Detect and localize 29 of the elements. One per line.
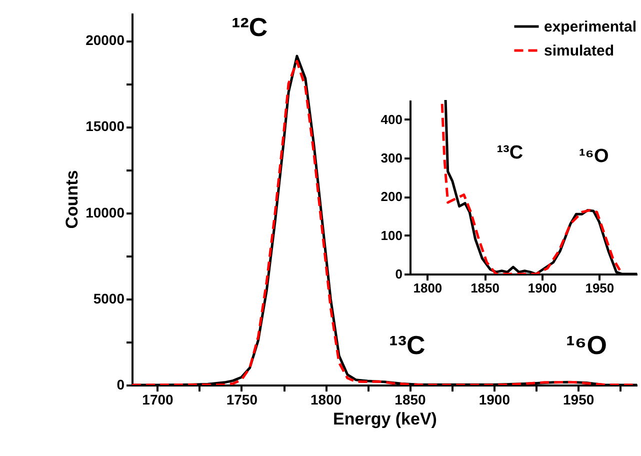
y-tick-label: 0: [395, 266, 402, 282]
y-tick-label: 200: [380, 189, 402, 204]
x-tick-label: 1950: [563, 392, 594, 408]
annotation: ¹³C: [496, 142, 524, 164]
x-tick-label: 1850: [470, 280, 500, 296]
x-tick-label: 1800: [413, 280, 442, 296]
legend-label: experimental: [544, 18, 637, 36]
x-tick-label: 1900: [528, 280, 557, 296]
x-tick-label: 1950: [585, 280, 614, 296]
legend-label: simulated: [544, 42, 614, 60]
y-tick-label: 300: [380, 150, 402, 166]
y-tick-label: 400: [380, 112, 402, 127]
y-tick-label: 100: [380, 228, 402, 243]
annotation: ¹²C: [232, 12, 268, 42]
annotation: ¹³C: [389, 330, 426, 360]
x-tick-label: 1700: [142, 392, 174, 408]
annotation: ¹⁶O: [578, 146, 609, 168]
y-tick-label: 20000: [86, 32, 125, 48]
x-tick-label: 1800: [310, 392, 342, 408]
y-tick-label: 0: [116, 376, 125, 392]
x-tick-label: 1850: [394, 392, 426, 408]
y-axis-title: Counts: [62, 170, 82, 229]
x-axis-title: Energy (keV): [333, 410, 437, 428]
x-tick-label: 1900: [478, 392, 510, 408]
y-tick-label: 10000: [86, 204, 125, 220]
annotation: ¹⁶O: [566, 330, 607, 360]
y-tick-label: 5000: [93, 290, 125, 306]
y-tick-label: 15000: [86, 118, 125, 134]
x-tick-label: 1750: [226, 392, 258, 408]
